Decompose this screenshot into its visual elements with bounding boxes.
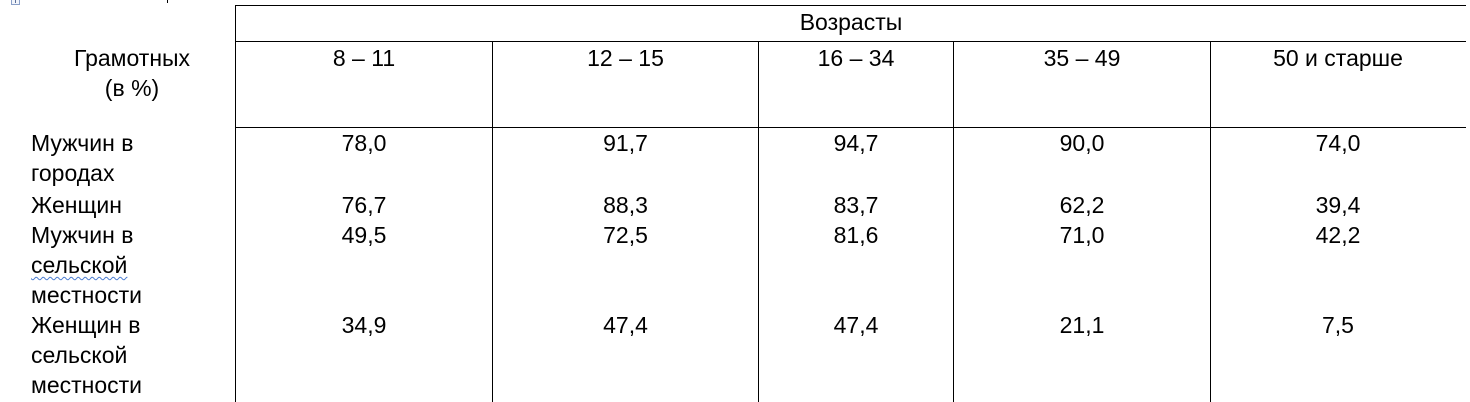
table-cell: 81,6 bbox=[833, 222, 879, 248]
row-label-line: Женщин bbox=[31, 192, 122, 218]
table-cell: 76,7 bbox=[341, 192, 387, 218]
table-cell: 47,4 bbox=[603, 312, 648, 338]
row-label-line: сельской bbox=[31, 342, 128, 368]
table-cell: 47,4 bbox=[833, 312, 879, 338]
table-cell: 94,7 bbox=[833, 130, 879, 156]
row-label-line: местности bbox=[31, 372, 143, 398]
table-cell: 88,3 bbox=[603, 192, 648, 218]
row-label-line: Женщин в bbox=[31, 312, 141, 338]
row-label-line: Мужчин в bbox=[31, 222, 134, 248]
table-top-border bbox=[236, 5, 1466, 6]
stub-header-line-2: (в %) bbox=[104, 75, 160, 101]
table-move-handle-icon[interactable] bbox=[11, 0, 20, 5]
table-cell: 74,0 bbox=[1315, 130, 1361, 156]
column-border-4 bbox=[953, 41, 954, 402]
header-body-divider bbox=[236, 127, 1466, 128]
row-label-line: Мужчин в bbox=[31, 130, 134, 156]
column-border-3 bbox=[758, 41, 759, 402]
row-label-rural-women: Женщин в сельской местности bbox=[31, 310, 231, 400]
table-cell: 34,9 bbox=[341, 312, 387, 338]
table-cell: 90,0 bbox=[1059, 130, 1105, 156]
age-header-3: 16 – 34 bbox=[817, 45, 895, 71]
stub-column-border bbox=[235, 5, 236, 402]
table-cell: 71,0 bbox=[1059, 222, 1105, 248]
table-cell: 78,0 bbox=[341, 130, 387, 156]
table-cell: 7,5 bbox=[1322, 312, 1354, 338]
table-cell: 72,5 bbox=[603, 222, 648, 248]
age-header-5: 50 и старше bbox=[1273, 45, 1403, 71]
table-cell: 83,7 bbox=[833, 192, 879, 218]
column-border-5 bbox=[1210, 41, 1211, 402]
table-cell: 21,1 bbox=[1059, 312, 1105, 338]
age-group-header: Возрасты bbox=[799, 9, 903, 35]
row-label-line: городах bbox=[31, 160, 115, 186]
spellcheck-word[interactable]: сельской bbox=[31, 252, 128, 278]
column-border-2 bbox=[492, 41, 493, 402]
age-header-4: 35 – 49 bbox=[1043, 45, 1121, 71]
age-header-divider bbox=[236, 41, 1466, 42]
row-label-rural-men: Мужчин в сельской местности bbox=[31, 220, 231, 310]
row-label-urban-women: Женщин bbox=[31, 190, 231, 220]
row-label-line: сельской bbox=[31, 250, 231, 280]
stub-header-line-1: Грамотных bbox=[73, 45, 191, 71]
age-header-1: 8 – 11 bbox=[332, 45, 396, 71]
age-header-2: 12 – 15 bbox=[587, 45, 664, 71]
table-cell: 91,7 bbox=[603, 130, 648, 156]
table-cell: 49,5 bbox=[341, 222, 387, 248]
table-cell: 42,2 bbox=[1315, 222, 1361, 248]
row-label-line: местности bbox=[31, 282, 143, 308]
table-cell: 62,2 bbox=[1059, 192, 1105, 218]
table-border-tick bbox=[167, 0, 168, 3]
row-label-urban-men: Мужчин в городах bbox=[31, 128, 231, 188]
table-cell: 39,4 bbox=[1315, 192, 1361, 218]
